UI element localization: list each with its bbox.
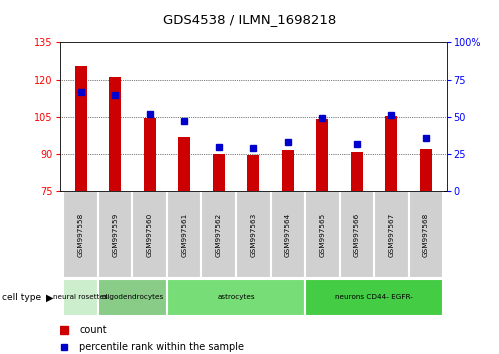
Text: neural rosettes: neural rosettes bbox=[53, 295, 108, 300]
Bar bbox=[339, 191, 374, 278]
Bar bbox=[178, 137, 190, 191]
Text: GSM997567: GSM997567 bbox=[388, 212, 394, 257]
Bar bbox=[374, 191, 409, 278]
Bar bbox=[109, 77, 121, 191]
Bar bbox=[202, 191, 236, 278]
Bar bbox=[63, 279, 98, 316]
Bar bbox=[63, 191, 98, 278]
Text: percentile rank within the sample: percentile rank within the sample bbox=[79, 342, 244, 352]
Bar bbox=[385, 115, 397, 191]
Text: GSM997563: GSM997563 bbox=[250, 212, 256, 257]
Bar bbox=[420, 149, 432, 191]
Text: GSM997568: GSM997568 bbox=[423, 212, 429, 257]
Bar bbox=[270, 191, 305, 278]
Bar bbox=[167, 279, 305, 316]
Bar bbox=[144, 118, 156, 191]
Bar bbox=[74, 66, 87, 191]
Text: GSM997560: GSM997560 bbox=[147, 212, 153, 257]
Bar bbox=[305, 191, 339, 278]
Bar bbox=[247, 155, 259, 191]
Text: GDS4538 / ILMN_1698218: GDS4538 / ILMN_1698218 bbox=[163, 13, 336, 26]
Bar bbox=[316, 119, 328, 191]
Text: oligodendrocytes: oligodendrocytes bbox=[101, 295, 164, 300]
Text: GSM997558: GSM997558 bbox=[78, 212, 84, 257]
Bar bbox=[98, 191, 132, 278]
Bar bbox=[409, 191, 443, 278]
Bar bbox=[98, 279, 167, 316]
Text: astrocytes: astrocytes bbox=[217, 295, 255, 300]
Bar bbox=[236, 191, 270, 278]
Text: cell type: cell type bbox=[2, 293, 41, 302]
Text: neurons CD44- EGFR-: neurons CD44- EGFR- bbox=[335, 295, 413, 300]
Text: GSM997564: GSM997564 bbox=[285, 212, 291, 257]
Bar bbox=[305, 279, 443, 316]
Text: GSM997566: GSM997566 bbox=[354, 212, 360, 257]
Bar bbox=[282, 150, 294, 191]
Text: ▶: ▶ bbox=[46, 292, 53, 302]
Bar bbox=[167, 191, 202, 278]
Text: GSM997561: GSM997561 bbox=[181, 212, 187, 257]
Text: GSM997562: GSM997562 bbox=[216, 212, 222, 257]
Text: GSM997559: GSM997559 bbox=[112, 212, 118, 257]
Bar bbox=[213, 154, 225, 191]
Text: count: count bbox=[79, 325, 107, 335]
Bar bbox=[132, 191, 167, 278]
Bar bbox=[351, 152, 363, 191]
Text: GSM997565: GSM997565 bbox=[319, 212, 325, 257]
